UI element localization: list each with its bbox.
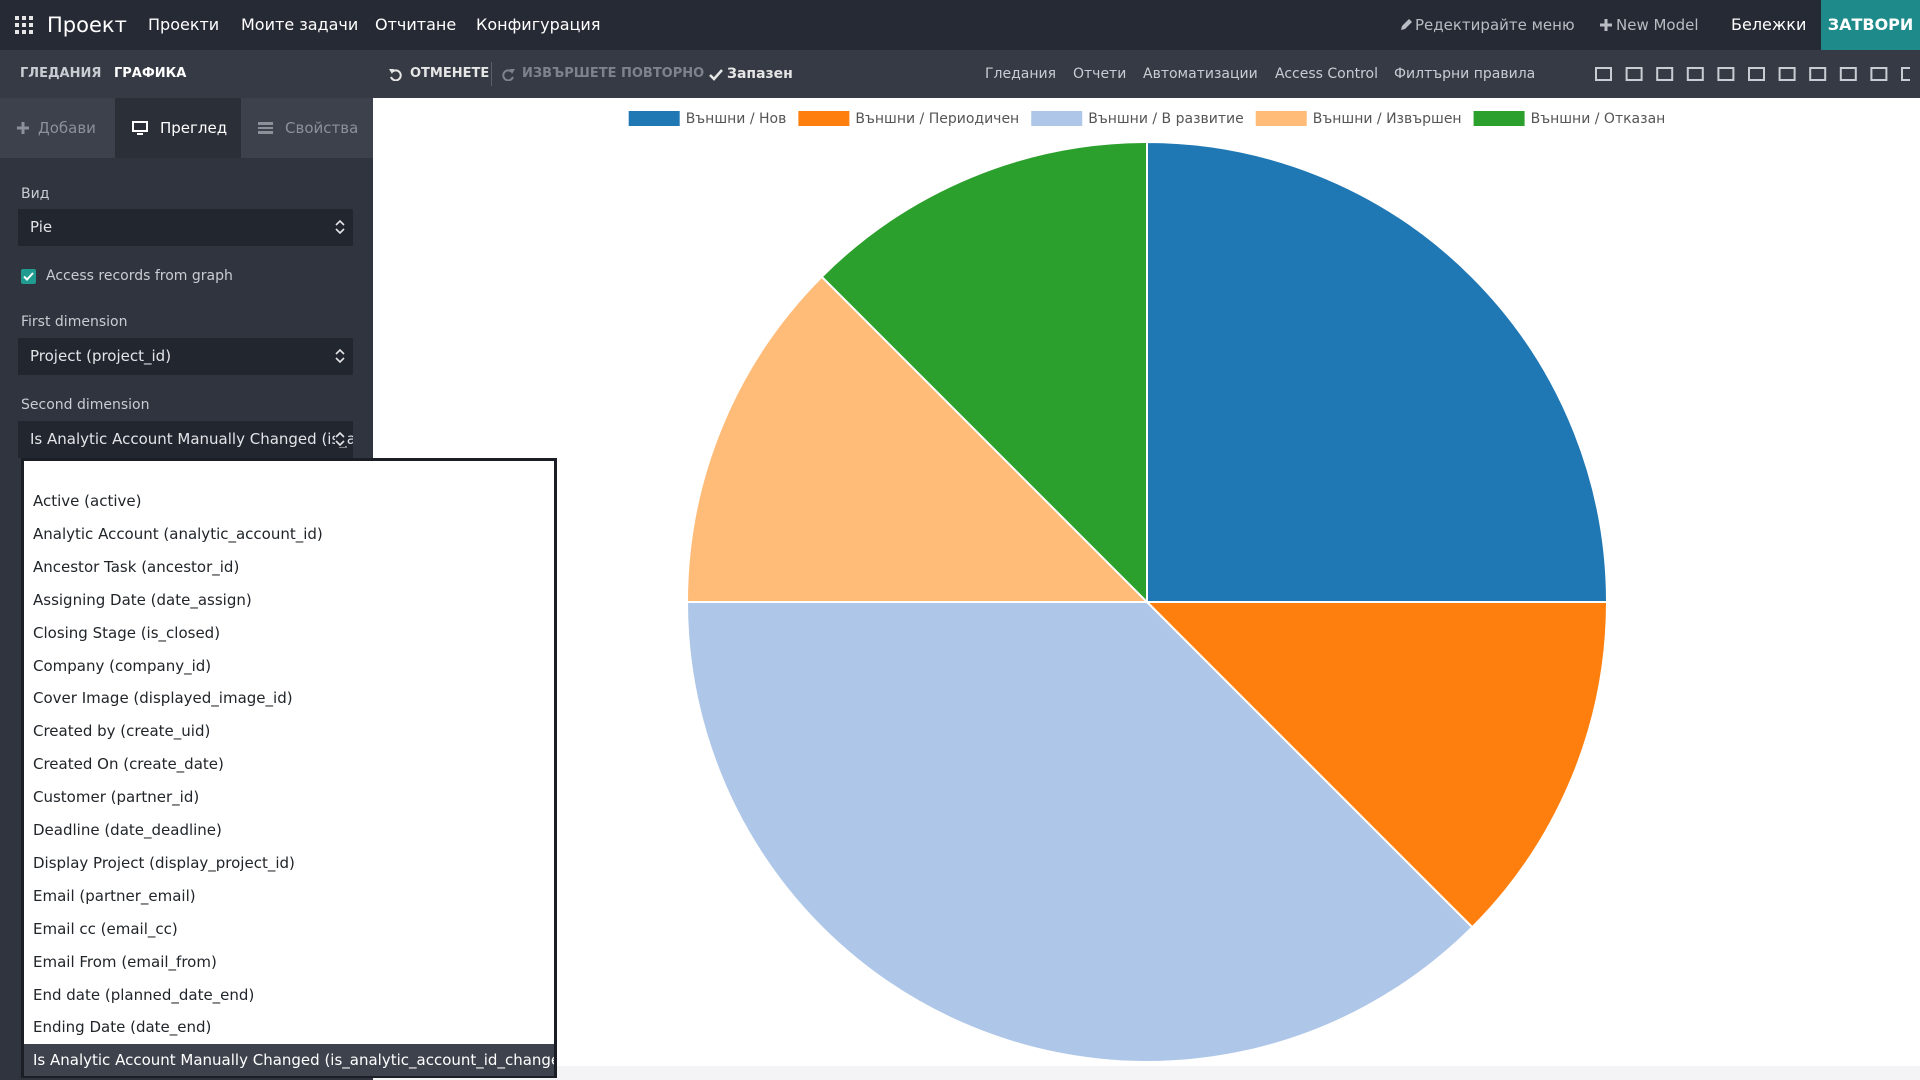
legend-swatch (628, 111, 680, 126)
option[interactable]: Cover Image (displayed_image_id) (33, 689, 293, 708)
checkbox[interactable] (21, 269, 36, 284)
option[interactable]: Customer (partner_id) (33, 788, 200, 807)
pie-slice (685, 601, 1474, 1063)
tab-properties[interactable]: Свойства (241, 98, 373, 158)
select-value: Project (project_id) (30, 347, 172, 365)
view-icon[interactable] (1901, 67, 1910, 81)
chevron-icon (335, 348, 345, 364)
redo-icon (502, 69, 515, 81)
new-model[interactable]: New Model (1616, 16, 1699, 34)
pie-chart: Външни / Нов Външни / Периодичен Външни / … (373, 98, 1920, 1066)
option[interactable]: Ending Date (date_end) (33, 1018, 212, 1037)
option[interactable]: End date (planned_date_end) (33, 985, 255, 1004)
second-dimension-select[interactable]: Is Analytic Account Manually Changed (is… (18, 421, 353, 458)
tab-view[interactable]: Преглед (115, 98, 241, 158)
view-icon[interactable] (1809, 67, 1827, 81)
notes[interactable]: Бележки (1731, 15, 1807, 34)
legend-swatch (798, 111, 850, 126)
field-label: Вид (21, 186, 50, 202)
option[interactable]: Email cc (email_cc) (33, 919, 178, 938)
select-value: Is Analytic Account Manually Changed (is… (30, 430, 353, 448)
app-name[interactable]: Проект (47, 13, 127, 37)
top-nav: Проект Проекти Моите задачи Отчитане Конфиг… (0, 0, 1920, 50)
legend-swatch (1031, 111, 1083, 126)
toolbar-link[interactable]: Автоматизации (1143, 66, 1258, 82)
saved-status: Запазен (727, 66, 793, 82)
view-select[interactable]: Pie (18, 209, 353, 246)
view-switcher (1595, 67, 1910, 81)
option[interactable]: Created On (create_date) (33, 755, 224, 774)
option[interactable]: Email From (email_from) (33, 952, 217, 971)
option[interactable]: Display Project (display_project_id) (33, 853, 295, 872)
toolbar-link[interactable]: Отчети (1073, 66, 1127, 82)
plus-icon (17, 122, 29, 134)
view-icon[interactable] (1625, 67, 1643, 81)
view-icon[interactable] (1717, 67, 1735, 81)
view-icon[interactable] (1748, 67, 1765, 81)
option[interactable]: Deadline (date_deadline) (33, 821, 222, 839)
graph-tab[interactable]: ГРАФИКА (114, 66, 187, 81)
tab-label[interactable]: Свойства (285, 119, 359, 137)
tab-label[interactable]: Добави (38, 119, 96, 137)
view-icon[interactable] (1656, 67, 1674, 81)
menu-item[interactable]: Отчитане (375, 15, 457, 34)
pie-slice (1144, 601, 1609, 929)
pie-slice (685, 275, 1150, 603)
view-icon[interactable] (1686, 67, 1704, 81)
first-dimension-select[interactable]: Project (project_id) (18, 338, 353, 375)
plus-icon (1600, 19, 1612, 31)
chevron-icon (335, 219, 345, 235)
separator (491, 62, 492, 86)
toolbar-link[interactable]: Access Control (1275, 66, 1378, 82)
pie-slice (1146, 140, 1609, 603)
select-value: Pie (30, 218, 53, 236)
option[interactable]: Is Analytic Account Manually Changed (is… (24, 1044, 554, 1077)
views-tab[interactable]: ГЛЕДАНИЯ (20, 66, 102, 81)
legend-label: Външни / В развитие (1088, 111, 1244, 127)
legend-label: Външни / Периодичен (855, 111, 1019, 127)
check-icon (709, 69, 723, 81)
undo-icon (389, 69, 402, 81)
option[interactable]: Assigning Date (date_assign) (33, 590, 252, 609)
option[interactable]: Analytic Account (analytic_account_id) (33, 524, 323, 543)
legend-swatch (1473, 111, 1525, 126)
undo[interactable]: ОТМЕНЕТЕ (410, 66, 490, 81)
edit-menu[interactable]: Редектирайте меню (1415, 16, 1575, 34)
studio-toolbar: ГЛЕДАНИЯ ГРАФИКА ОТМЕНЕТЕ ИЗВЪРШЕТЕ ПОВТ… (0, 50, 1920, 98)
view-icon[interactable] (1778, 67, 1796, 81)
view-icon[interactable] (1870, 67, 1888, 81)
legend-label: Външни / Нов (686, 111, 787, 127)
redo[interactable]: ИЗВЪРШЕТЕ ПОВТОРНО (522, 66, 705, 81)
view-icon[interactable] (1595, 67, 1612, 81)
checkbox-label: Access records from graph (46, 268, 233, 284)
option[interactable]: Company (company_id) (33, 656, 212, 675)
option[interactable]: Closing Stage (is_closed) (33, 623, 221, 642)
dimension-dropdown[interactable]: Active (active) Analytic Account (analyti… (21, 458, 557, 1078)
pencil-icon (1401, 19, 1412, 30)
legend-label: Външни / Отказан (1531, 111, 1666, 127)
pie-slice (820, 140, 1148, 605)
option[interactable]: Email (partner_email) (33, 886, 196, 905)
menu-item[interactable]: Конфигурация (476, 15, 601, 34)
option[interactable]: Active (active) (33, 492, 142, 510)
menu-item[interactable]: Проекти (148, 15, 220, 34)
list-icon (258, 122, 273, 134)
legend-label: Външни / Извършен (1313, 111, 1462, 127)
chevron-icon (335, 431, 345, 447)
tab-label[interactable]: Преглед (160, 119, 228, 137)
tab-add[interactable]: Добави (0, 98, 115, 158)
field-label: First dimension (21, 314, 128, 330)
toolbar-link[interactable]: Гледания (985, 66, 1057, 82)
menu-item[interactable]: Моите задачи (241, 15, 359, 34)
apps-icon[interactable] (15, 16, 33, 34)
monitor-icon (132, 121, 148, 135)
close-button[interactable]: ЗАТВОРИ (1821, 0, 1920, 50)
field-label: Second dimension (21, 397, 150, 413)
option[interactable]: Ancestor Task (ancestor_id) (33, 557, 240, 576)
legend-swatch (1255, 111, 1307, 126)
option[interactable]: Created by (create_uid) (33, 722, 211, 741)
toolbar-link[interactable]: Филтърни правила (1394, 66, 1536, 82)
view-icon[interactable] (1839, 67, 1857, 81)
